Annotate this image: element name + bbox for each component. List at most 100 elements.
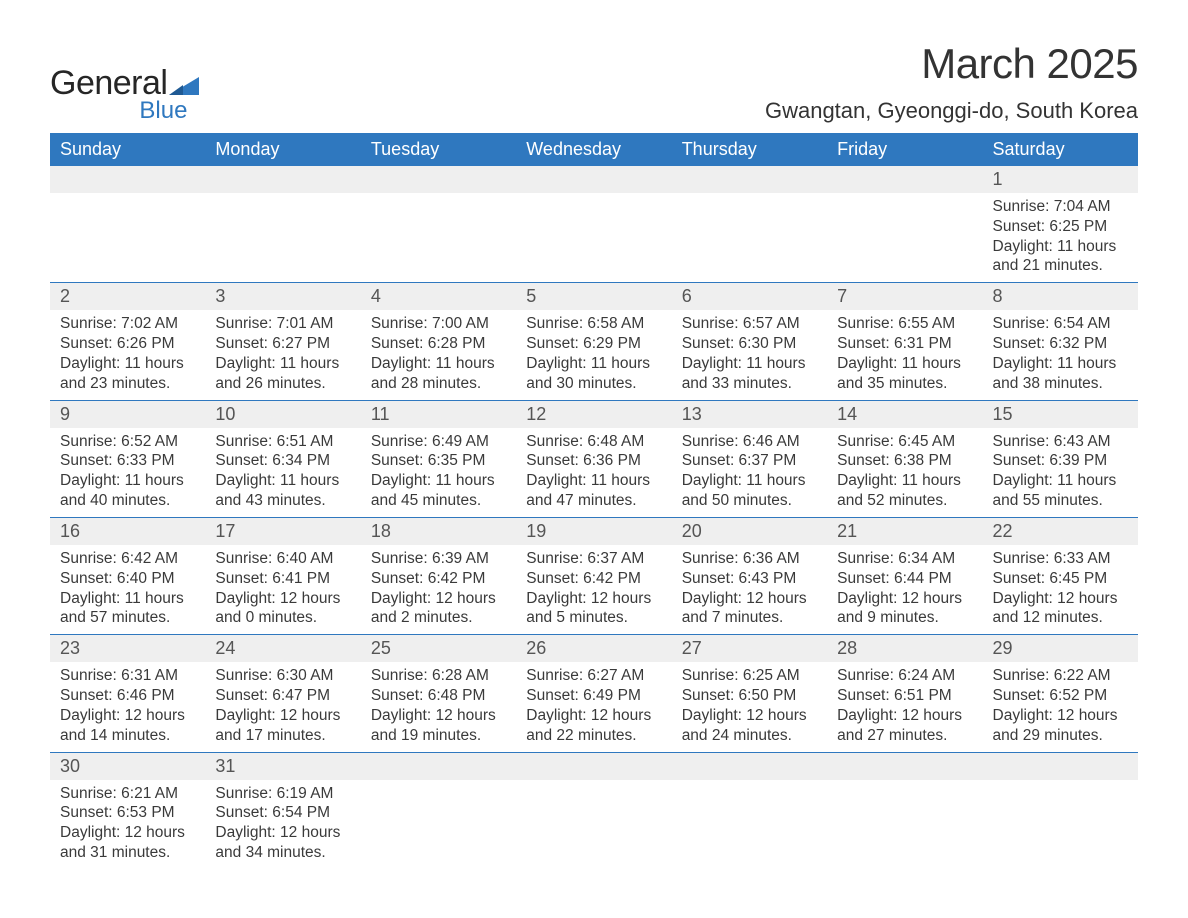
day-day1: Daylight: 12 hours — [60, 706, 195, 726]
day-data: Sunrise: 6:52 AMSunset: 6:33 PMDaylight:… — [50, 428, 205, 517]
day-sunset: Sunset: 6:40 PM — [60, 569, 195, 589]
day-sunrise: Sunrise: 6:34 AM — [837, 549, 972, 569]
day-data: Sunrise: 6:54 AMSunset: 6:32 PMDaylight:… — [983, 310, 1138, 399]
day-sunrise: Sunrise: 6:49 AM — [371, 432, 506, 452]
day-sunset: Sunset: 6:39 PM — [993, 451, 1128, 471]
day-sunset: Sunset: 6:42 PM — [526, 569, 661, 589]
day-sunset: Sunset: 6:36 PM — [526, 451, 661, 471]
day-number: 16 — [50, 517, 205, 545]
day-day1: Daylight: 12 hours — [371, 706, 506, 726]
day-sunset: Sunset: 6:54 PM — [215, 803, 350, 823]
calendar-week-row: 2Sunrise: 7:02 AMSunset: 6:26 PMDaylight… — [50, 282, 1138, 399]
day-sunset: Sunset: 6:43 PM — [682, 569, 817, 589]
day-data: Sunrise: 6:51 AMSunset: 6:34 PMDaylight:… — [205, 428, 360, 517]
day-day1: Daylight: 12 hours — [215, 589, 350, 609]
day-sunrise: Sunrise: 6:58 AM — [526, 314, 661, 334]
day-number: 29 — [983, 634, 1138, 662]
day-sunset: Sunset: 6:26 PM — [60, 334, 195, 354]
day-day2: and 19 minutes. — [371, 726, 506, 746]
day-day1: Daylight: 12 hours — [215, 706, 350, 726]
day-data: Sunrise: 6:55 AMSunset: 6:31 PMDaylight:… — [827, 310, 982, 399]
day-sunrise: Sunrise: 7:02 AM — [60, 314, 195, 334]
day-sunset: Sunset: 6:38 PM — [837, 451, 972, 471]
day-number: 7 — [827, 282, 982, 310]
calendar-day: 25Sunrise: 6:28 AMSunset: 6:48 PMDayligh… — [361, 634, 516, 751]
day-day2: and 5 minutes. — [526, 608, 661, 628]
day-sunrise: Sunrise: 6:45 AM — [837, 432, 972, 452]
calendar-day: 18Sunrise: 6:39 AMSunset: 6:42 PMDayligh… — [361, 517, 516, 634]
day-day2: and 21 minutes. — [993, 256, 1128, 276]
day-sunrise: Sunrise: 6:19 AM — [215, 784, 350, 804]
day-number: 1 — [983, 166, 1138, 193]
weekday-header: Friday — [827, 133, 982, 166]
day-data: Sunrise: 6:40 AMSunset: 6:41 PMDaylight:… — [205, 545, 360, 634]
day-data: Sunrise: 6:34 AMSunset: 6:44 PMDaylight:… — [827, 545, 982, 634]
day-data: Sunrise: 6:31 AMSunset: 6:46 PMDaylight:… — [50, 662, 205, 751]
day-day2: and 24 minutes. — [682, 726, 817, 746]
location: Gwangtan, Gyeonggi-do, South Korea — [765, 98, 1138, 124]
day-day2: and 9 minutes. — [837, 608, 972, 628]
day-sunset: Sunset: 6:52 PM — [993, 686, 1128, 706]
day-number: 25 — [361, 634, 516, 662]
day-number: 13 — [672, 400, 827, 428]
day-sunrise: Sunrise: 6:46 AM — [682, 432, 817, 452]
day-sunrise: Sunrise: 6:31 AM — [60, 666, 195, 686]
day-number: 28 — [827, 634, 982, 662]
day-sunset: Sunset: 6:50 PM — [682, 686, 817, 706]
day-sunrise: Sunrise: 6:42 AM — [60, 549, 195, 569]
day-sunrise: Sunrise: 6:24 AM — [837, 666, 972, 686]
day-sunrise: Sunrise: 6:33 AM — [993, 549, 1128, 569]
calendar-day: 28Sunrise: 6:24 AMSunset: 6:51 PMDayligh… — [827, 634, 982, 751]
day-data: Sunrise: 6:25 AMSunset: 6:50 PMDaylight:… — [672, 662, 827, 751]
day-data: Sunrise: 6:27 AMSunset: 6:49 PMDaylight:… — [516, 662, 671, 751]
month-title: March 2025 — [765, 40, 1138, 88]
day-day1: Daylight: 11 hours — [682, 354, 817, 374]
day-day2: and 0 minutes. — [215, 608, 350, 628]
day-number: 30 — [50, 752, 205, 780]
weekday-header: Monday — [205, 133, 360, 166]
day-number: 6 — [672, 282, 827, 310]
day-day2: and 22 minutes. — [526, 726, 661, 746]
calendar-week-row: 16 Sunrise: 6:42 AMSunset: 6:40 PM Dayligh… — [50, 517, 1138, 634]
day-day1: Daylight: 11 hours — [60, 354, 195, 374]
day-sunset: Sunset: 6:47 PM — [215, 686, 350, 706]
day-data: Sunrise: 6:36 AMSunset: 6:43 PMDaylight:… — [672, 545, 827, 634]
day-sunset: Sunset: 6:35 PM — [371, 451, 506, 471]
calendar-day: 11Sunrise: 6:49 AMSunset: 6:35 PMDayligh… — [361, 400, 516, 517]
calendar-day: 17Sunrise: 6:40 AMSunset: 6:41 PMDayligh… — [205, 517, 360, 634]
day-day2: and 17 minutes. — [215, 726, 350, 746]
day-day1: Daylight: 12 hours — [993, 589, 1128, 609]
day-sunset: Sunset: 6:46 PM — [60, 686, 195, 706]
day-sunrise: Sunrise: 6:48 AM — [526, 432, 661, 452]
calendar-day: 15Sunrise: 6:43 AMSunset: 6:39 PMDayligh… — [983, 400, 1138, 517]
day-sunrise: Sunrise: 6:27 AM — [526, 666, 661, 686]
day-day1: Daylight: 12 hours — [837, 706, 972, 726]
day-data: Sunrise: 6:30 AMSunset: 6:47 PMDaylight:… — [205, 662, 360, 751]
day-number: 2 — [50, 282, 205, 310]
day-sunrise: Sunrise: 7:04 AM — [993, 197, 1128, 217]
day-day1: Daylight: 11 hours — [60, 471, 195, 491]
calendar-day: 13Sunrise: 6:46 AMSunset: 6:37 PMDayligh… — [672, 400, 827, 517]
day-data: Sunrise: 6:24 AMSunset: 6:51 PMDaylight:… — [827, 662, 982, 751]
logo: General Blue — [50, 64, 199, 125]
day-day2: and 38 minutes. — [993, 374, 1128, 394]
calendar-day: 22Sunrise: 6:33 AMSunset: 6:45 PMDayligh… — [983, 517, 1138, 634]
day-sunset: Sunset: 6:30 PM — [682, 334, 817, 354]
day-number: 5 — [516, 282, 671, 310]
day-data: Sunrise: 6:43 AMSunset: 6:39 PMDaylight:… — [983, 428, 1138, 517]
day-day1: Daylight: 12 hours — [993, 706, 1128, 726]
day-data: Sunrise: 6:19 AMSunset: 6:54 PMDaylight:… — [205, 780, 360, 869]
day-day2: and 57 minutes. — [60, 608, 195, 628]
day-number: 4 — [361, 282, 516, 310]
day-day2: and 31 minutes. — [60, 843, 195, 863]
day-sunset: Sunset: 6:31 PM — [837, 334, 972, 354]
day-sunset: Sunset: 6:51 PM — [837, 686, 972, 706]
day-sunrise: Sunrise: 6:57 AM — [682, 314, 817, 334]
day-sunrise: Sunrise: 6:52 AM — [60, 432, 195, 452]
day-day1: Daylight: 11 hours — [526, 471, 661, 491]
day-day1: Daylight: 11 hours — [993, 471, 1128, 491]
day-day1: Daylight: 12 hours — [526, 589, 661, 609]
day-day1: Daylight: 11 hours — [215, 354, 350, 374]
day-sunrise: Sunrise: 6:25 AM — [682, 666, 817, 686]
day-number: 14 — [827, 400, 982, 428]
